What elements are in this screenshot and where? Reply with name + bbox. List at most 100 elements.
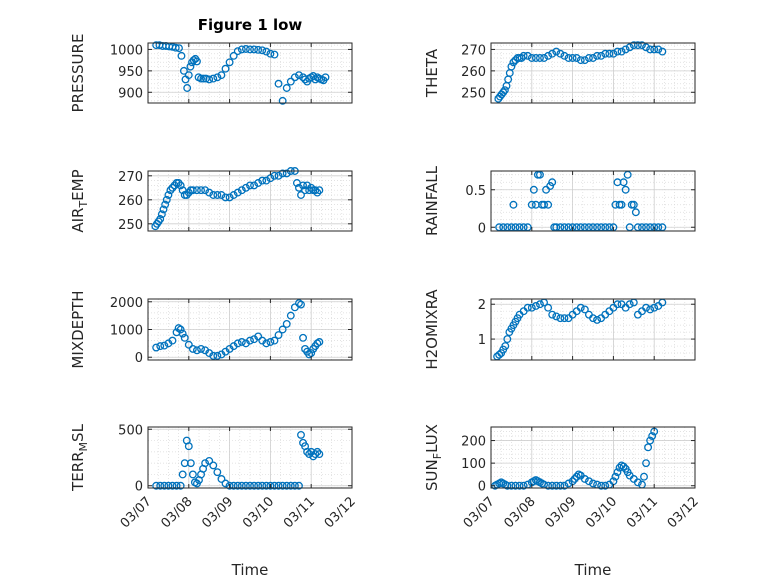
air-temp-ytick-label: 270 (118, 170, 143, 185)
pressure-point (262, 47, 271, 56)
h2omixra-point (560, 314, 569, 323)
terr-msl-point (233, 481, 242, 490)
pressure-point (274, 79, 283, 88)
theta-point (638, 41, 646, 50)
air-temp-point (274, 171, 283, 180)
air-temp-point (229, 191, 238, 199)
theta-point (536, 54, 544, 62)
terr-msl-point (225, 481, 234, 490)
air-temp-point (315, 186, 324, 195)
sun-flux-point (570, 475, 579, 483)
theta-point (597, 51, 606, 60)
h2omixra-point (523, 303, 532, 312)
theta-point (589, 54, 597, 62)
sun-flux-point (503, 481, 512, 490)
h2omixra-point (556, 314, 565, 323)
pressure-point (184, 71, 193, 80)
subplot-theta: 250 260 270 THETA (423, 41, 696, 104)
terr-msl-point (172, 481, 181, 490)
air-temp-point (307, 183, 316, 192)
terr-msl-point (274, 481, 283, 490)
h2omixra-point (646, 305, 655, 314)
theta-point (499, 88, 508, 97)
mixdepth-point (176, 325, 185, 334)
mixdepth-point (209, 351, 218, 360)
air-temp-point (270, 171, 279, 180)
sun-flux-ylabel: SUNFLUX (423, 424, 444, 491)
pressure-point (241, 45, 250, 53)
air-temp-point (246, 181, 254, 190)
pressure-ytick-label: 1000 (110, 43, 143, 58)
sun-flux-ytick-label: 100 (461, 457, 486, 472)
mixdepth-point (262, 339, 271, 348)
terr-msl-point (297, 430, 305, 439)
sun-flux-point (648, 432, 657, 440)
mixdepth-point (152, 343, 161, 352)
mixdepth-ylabel: MIXDEPTH (69, 290, 87, 368)
mixdepth-point (313, 339, 322, 348)
theta-point (509, 58, 518, 67)
theta-point (572, 54, 581, 62)
subplot-h2omixra: 1 2 H2OMIXRA (423, 289, 696, 370)
pressure-point (183, 84, 192, 92)
air-temp-point (193, 186, 201, 195)
terr-msl-point (278, 481, 287, 490)
mixdepth-ytick-label: 2000 (110, 296, 143, 311)
rainfall-point (548, 178, 557, 187)
sun-flux-point (572, 472, 581, 481)
mixdepth-point (246, 336, 254, 345)
terr-msl-ytick-label: 0 (135, 480, 143, 495)
theta-point (625, 43, 634, 52)
terr-msl-point (250, 481, 259, 490)
pressure-point (213, 73, 222, 82)
theta-point (568, 54, 577, 62)
pressure-point (209, 74, 218, 83)
air-temp-point (313, 188, 322, 197)
terr-msl-point (241, 481, 250, 490)
air-temp-point (297, 191, 305, 199)
sun-flux-point (519, 481, 528, 490)
sun-flux-ytick-label: 0 (478, 480, 486, 495)
air-temp-point (237, 186, 246, 195)
h2omixra-point (650, 303, 659, 312)
theta-point (609, 49, 618, 58)
mixdepth-point (197, 344, 205, 353)
h2omixra-point (503, 335, 512, 344)
rainfall-point (619, 178, 628, 187)
rainfall-ytick-label: 0 (478, 221, 486, 236)
pressure-point (290, 73, 299, 82)
mixdepth-point (286, 311, 295, 320)
terr-msl-point (313, 447, 322, 456)
pressure-point (179, 66, 188, 75)
air-temp-point (311, 186, 320, 195)
pressure-point (225, 58, 234, 67)
theta-point (654, 45, 663, 54)
sun-flux-point (613, 468, 622, 477)
theta-point (544, 51, 553, 60)
pressure-point (197, 74, 205, 83)
theta-point (580, 56, 589, 65)
mixdepth-point (233, 339, 242, 348)
sun-flux-point (515, 481, 524, 490)
pressure-point (175, 44, 183, 53)
pressure-axes-box (147, 42, 353, 104)
theta-ylabel: THETA (423, 48, 441, 98)
air-temp-point (205, 188, 214, 197)
theta-ytick-label: 260 (461, 65, 486, 80)
theta-ytick-label: 270 (461, 43, 486, 58)
sun-flux-point (548, 481, 557, 490)
mixdepth-point (237, 338, 246, 346)
air-temp-point (213, 191, 222, 199)
theta-point (593, 51, 602, 60)
terr-msl-point (176, 481, 185, 490)
theta-point (658, 47, 667, 56)
sun-flux-point (633, 478, 642, 487)
theta-point (531, 54, 540, 62)
mixdepth-point (282, 320, 291, 328)
theta-point (584, 54, 593, 62)
theta-point (507, 62, 516, 71)
pressure-point (237, 45, 246, 54)
theta-point (548, 49, 557, 58)
terr-msl-point (295, 481, 303, 490)
